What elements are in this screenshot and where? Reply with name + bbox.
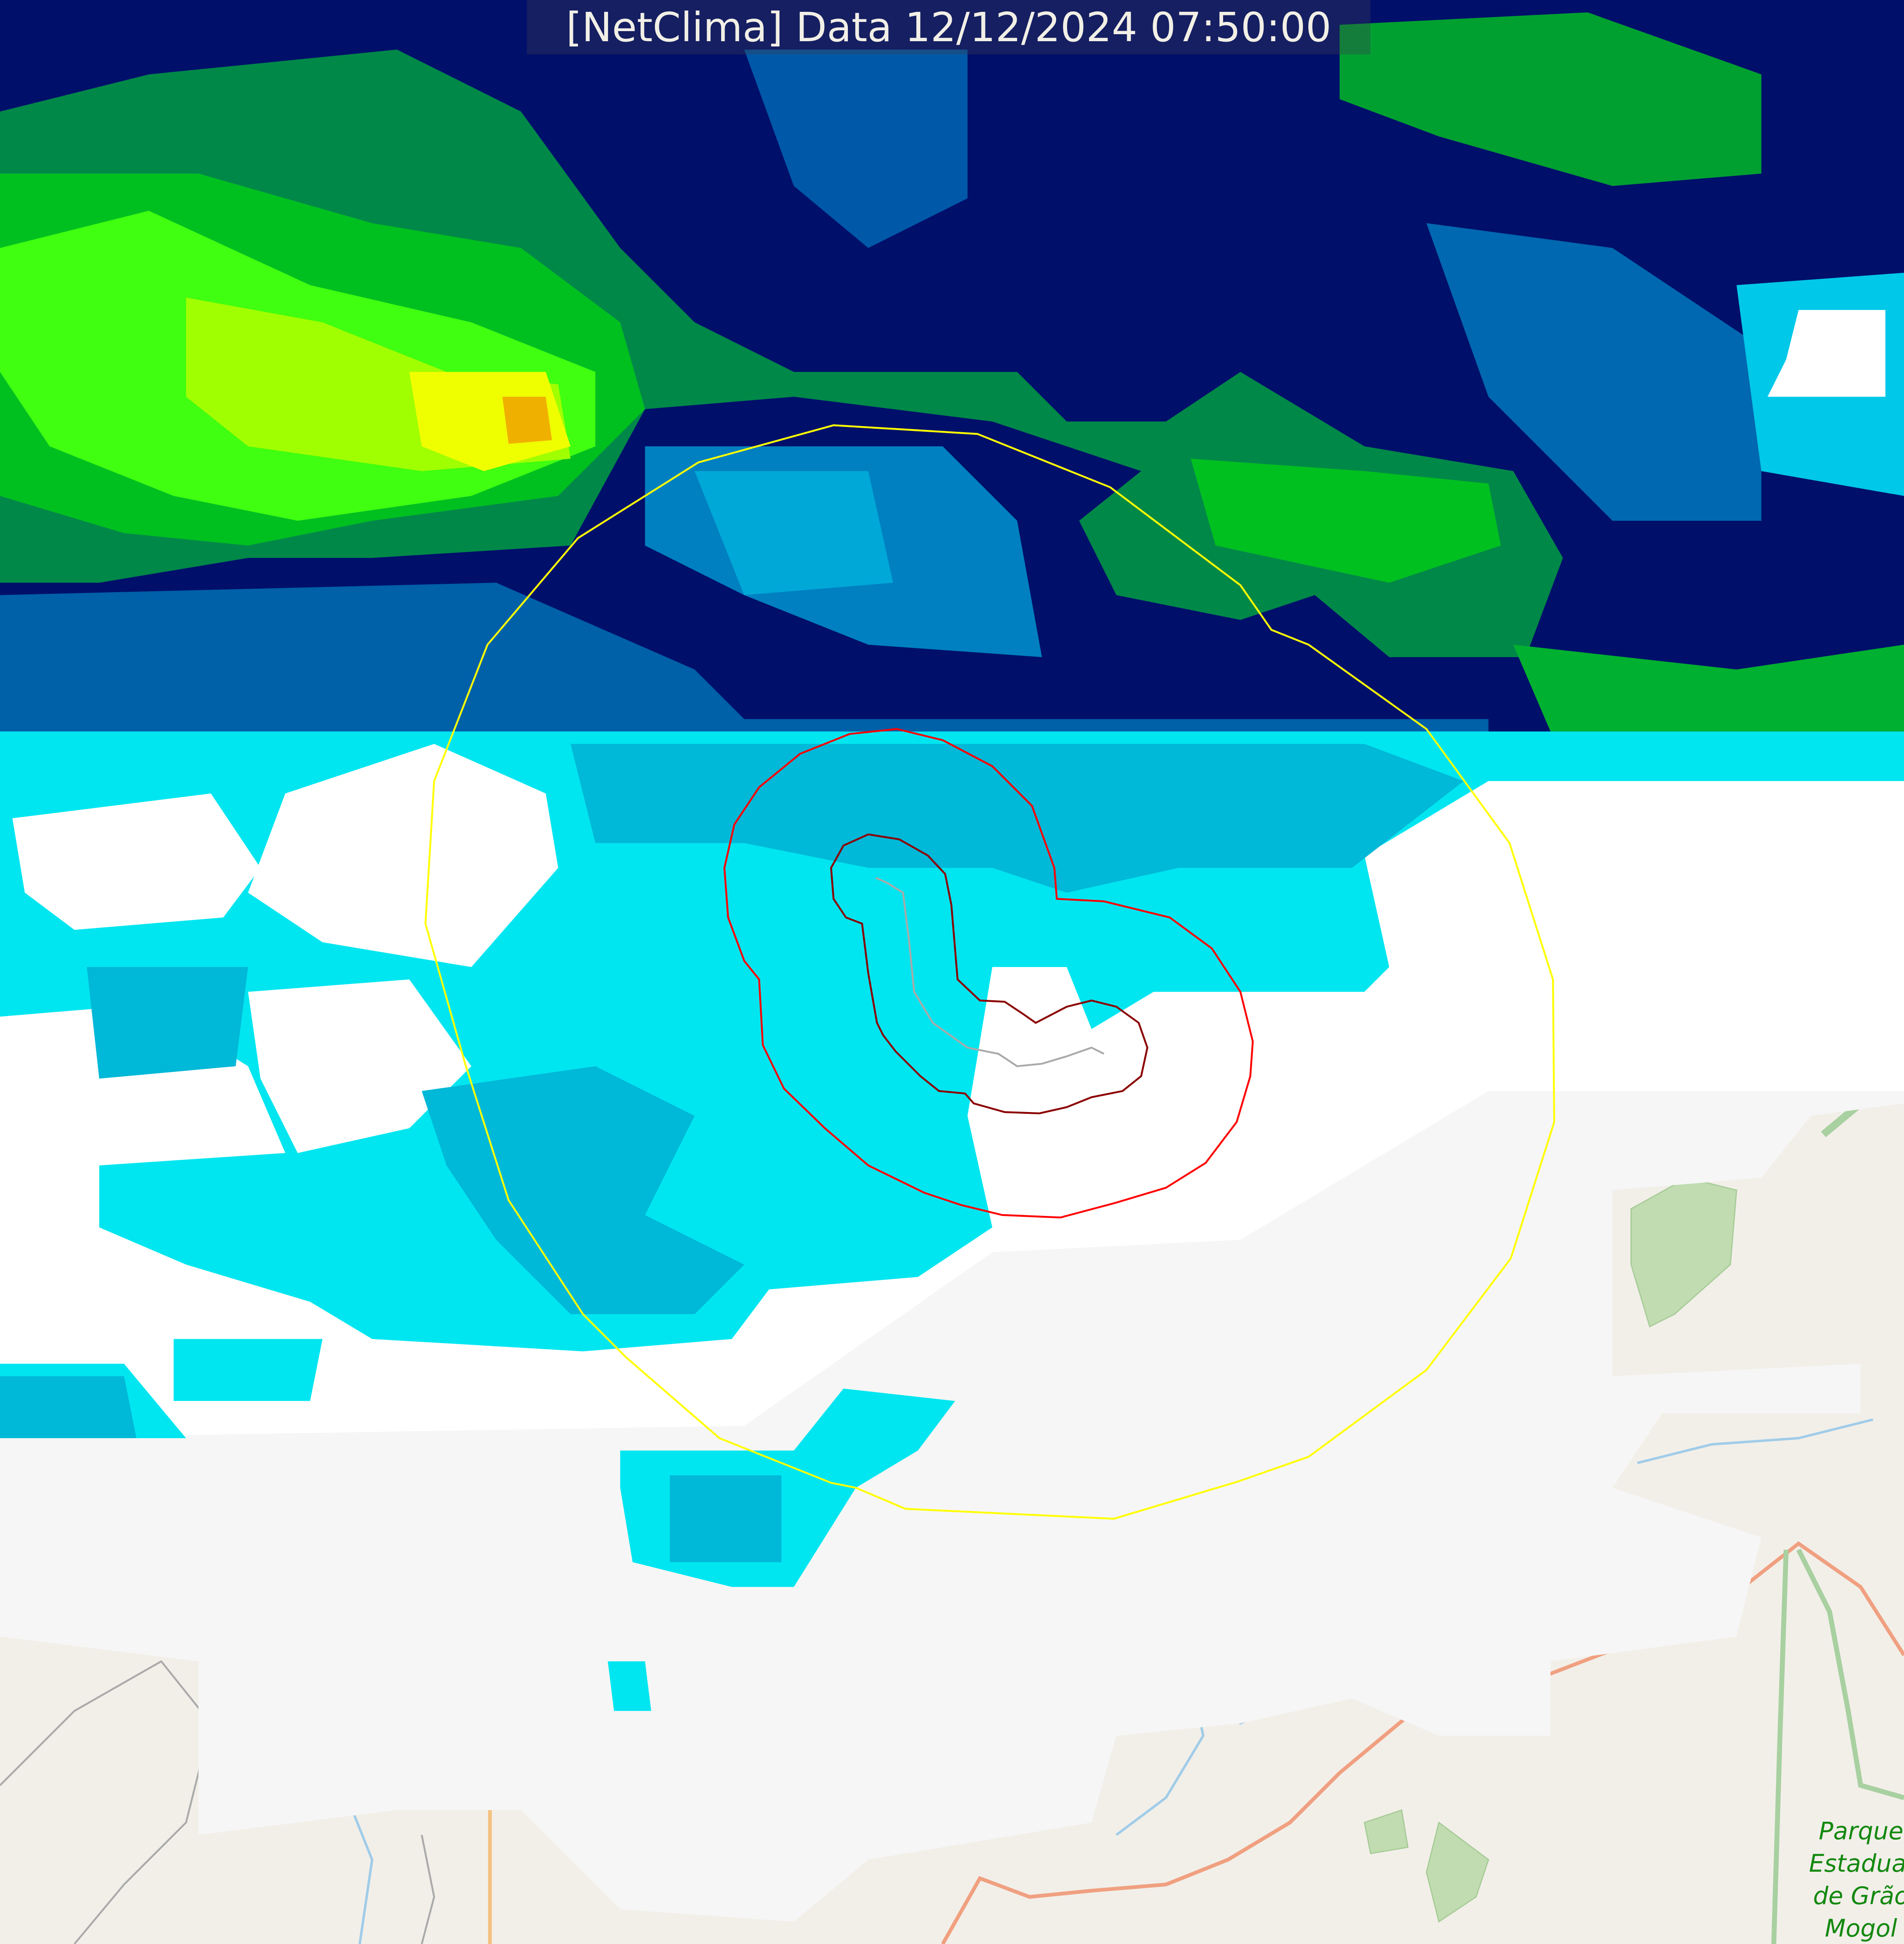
title-banner: [NetClima] Data 12/12/2024 07:50:00: [527, 0, 1370, 54]
range-rings: [424, 424, 1555, 1520]
satellite-mid-clouds: [0, 744, 1464, 1562]
middle-ring: [723, 728, 1254, 1219]
outer-ring: [424, 424, 1555, 1520]
storm-track: [875, 877, 1105, 1067]
map-title: [NetClima] Data 12/12/2024 07:50:00: [566, 4, 1331, 51]
inner-ring: [830, 833, 1149, 1115]
satellite-cold-tops: [0, 0, 1904, 769]
park-label: Parque Estadual de Grão Mogol: [1809, 1817, 1904, 1942]
